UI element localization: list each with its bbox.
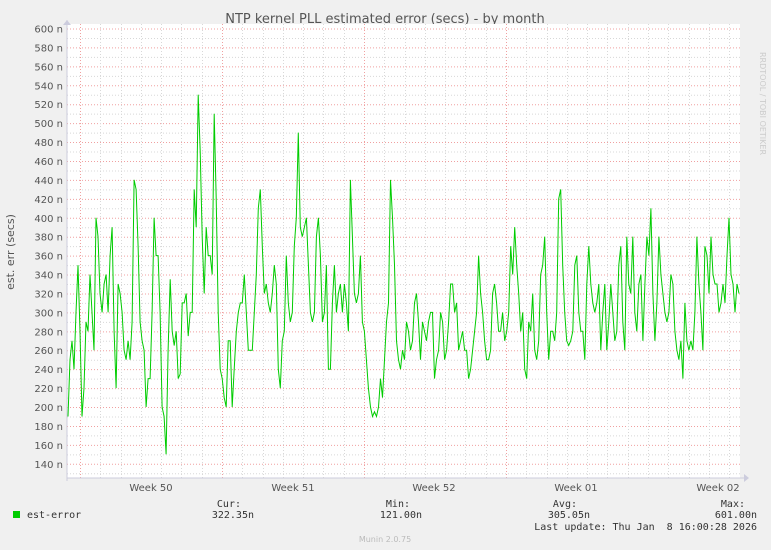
x-tick-label: Week 01 bbox=[554, 483, 597, 494]
min-label: Min: bbox=[386, 499, 410, 510]
x-tick-label: Week 52 bbox=[412, 483, 455, 494]
y-tick-label: 360 n bbox=[34, 252, 63, 263]
y-tick-label: 380 n bbox=[34, 233, 63, 244]
max-label: Max: bbox=[721, 499, 745, 510]
min-value: 121.00n bbox=[380, 510, 422, 521]
y-tick-label: 400 n bbox=[34, 214, 63, 225]
y-tick-label: 420 n bbox=[34, 195, 63, 206]
x-tick-label: Week 51 bbox=[271, 483, 314, 494]
x-ticks: Week 50 Week 51 Week 52 Week 01 Week 02 bbox=[129, 483, 739, 494]
cur-value: 322.35n bbox=[212, 510, 254, 521]
y-tick-label: 340 n bbox=[34, 271, 63, 282]
avg-label: Avg: bbox=[553, 499, 577, 510]
x-axis-arrow-icon bbox=[744, 474, 749, 482]
y-tick-label: 240 n bbox=[34, 365, 63, 376]
x-tick-label: Week 50 bbox=[129, 483, 172, 494]
y-tick-label: 520 n bbox=[34, 100, 63, 111]
y-tick-label: 440 n bbox=[34, 176, 63, 187]
y-tick-label: 460 n bbox=[34, 157, 63, 168]
y-ticks: 140 n 160 n 180 n 200 n 220 n 240 n 260 n 280 n… bbox=[34, 25, 63, 471]
grid bbox=[67, 24, 740, 478]
chart-title: NTP kernel PLL estimated error (secs) - … bbox=[225, 12, 545, 27]
y-tick-label: 480 n bbox=[34, 138, 63, 149]
y-tick-label: 280 n bbox=[34, 327, 63, 338]
y-tick-label: 220 n bbox=[34, 384, 63, 395]
plot-area bbox=[67, 24, 740, 478]
y-tick-label: 580 n bbox=[34, 43, 63, 54]
max-value: 601.00n bbox=[715, 510, 757, 521]
y-tick-label: 180 n bbox=[34, 422, 63, 433]
cur-label: Cur: bbox=[217, 499, 241, 510]
y-tick-label: 160 n bbox=[34, 441, 63, 452]
rrdtool-watermark: RRDTOOL / TOBI OETIKER bbox=[758, 52, 767, 155]
last-update: Last update: Thu Jan 8 16:00:28 2026 bbox=[534, 522, 757, 533]
series-line-est-error bbox=[67, 94, 740, 455]
avg-value: 305.05n bbox=[548, 510, 590, 521]
y-tick-label: 140 n bbox=[34, 460, 63, 471]
legend-series-label: est-error bbox=[27, 510, 81, 521]
y-tick-label: 540 n bbox=[34, 81, 63, 92]
y-tick-label: 320 n bbox=[34, 289, 63, 300]
y-axis-label: est. err (secs) bbox=[4, 214, 17, 290]
y-tick-label: 260 n bbox=[34, 346, 63, 357]
y-tick-label: 560 n bbox=[34, 62, 63, 73]
y-tick-label: 200 n bbox=[34, 403, 63, 414]
y-tick-label: 500 n bbox=[34, 119, 63, 130]
y-tick-label: 300 n bbox=[34, 308, 63, 319]
y-axis-arrow-icon bbox=[63, 20, 71, 25]
x-tick-label: Week 02 bbox=[696, 483, 739, 494]
munin-version: Munin 2.0.75 bbox=[359, 535, 411, 544]
legend-swatch bbox=[13, 511, 20, 518]
y-tick-label: 600 n bbox=[34, 25, 63, 36]
